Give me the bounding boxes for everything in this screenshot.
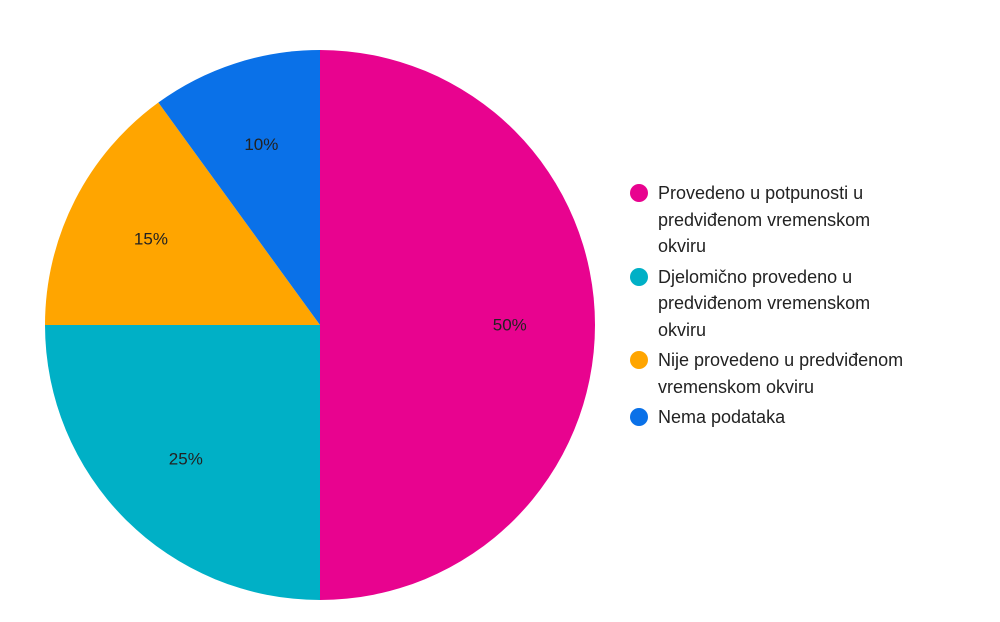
legend-swatch-nije-provedeno (630, 351, 648, 369)
legend-label-djelomicno-provedeno: Djelomično provedeno u predviđenom vreme… (658, 266, 871, 340)
legend-swatch-nema-podataka (630, 408, 648, 426)
chart-legend: Provedeno u potpunosti u predviđenom vre… (630, 180, 930, 435)
legend-swatch-djelomicno-provedeno (630, 267, 648, 286)
legend-label-provedeno-potpuno: Provedeno u potpunosti u predviđenom vre… (658, 183, 871, 256)
pie-slice-3 (45, 102, 320, 325)
legend-swatch-provedeno-potpuno (630, 184, 648, 202)
pie-slice-label-3: 15% (134, 229, 168, 248)
pie-slice-label-4: 10% (244, 135, 278, 154)
legend-item-djelomicno-provedeno: Djelomično provedeno u predviđenom vreme… (630, 264, 930, 344)
legend-item-provedeno-potpuno: Provedeno u potpunosti u predviđenom vre… (630, 180, 930, 260)
pie-slice-label-2: 25% (169, 450, 203, 469)
legend-label-nije-provedeno: Nije provedeno u predviđenom vremenskom … (658, 350, 904, 397)
legend-item-nije-provedeno: Nije provedeno u predviđenom vremenskom … (630, 347, 930, 400)
legend-label-nema-podataka: Nema podataka (658, 407, 786, 427)
pie-slice-label-1: 50% (493, 316, 527, 335)
pie-slice-2 (45, 325, 320, 600)
pie-slice-4 (158, 50, 320, 325)
legend-item-nema-podataka: Nema podataka (630, 404, 930, 431)
pie-slice-1 (320, 50, 595, 600)
